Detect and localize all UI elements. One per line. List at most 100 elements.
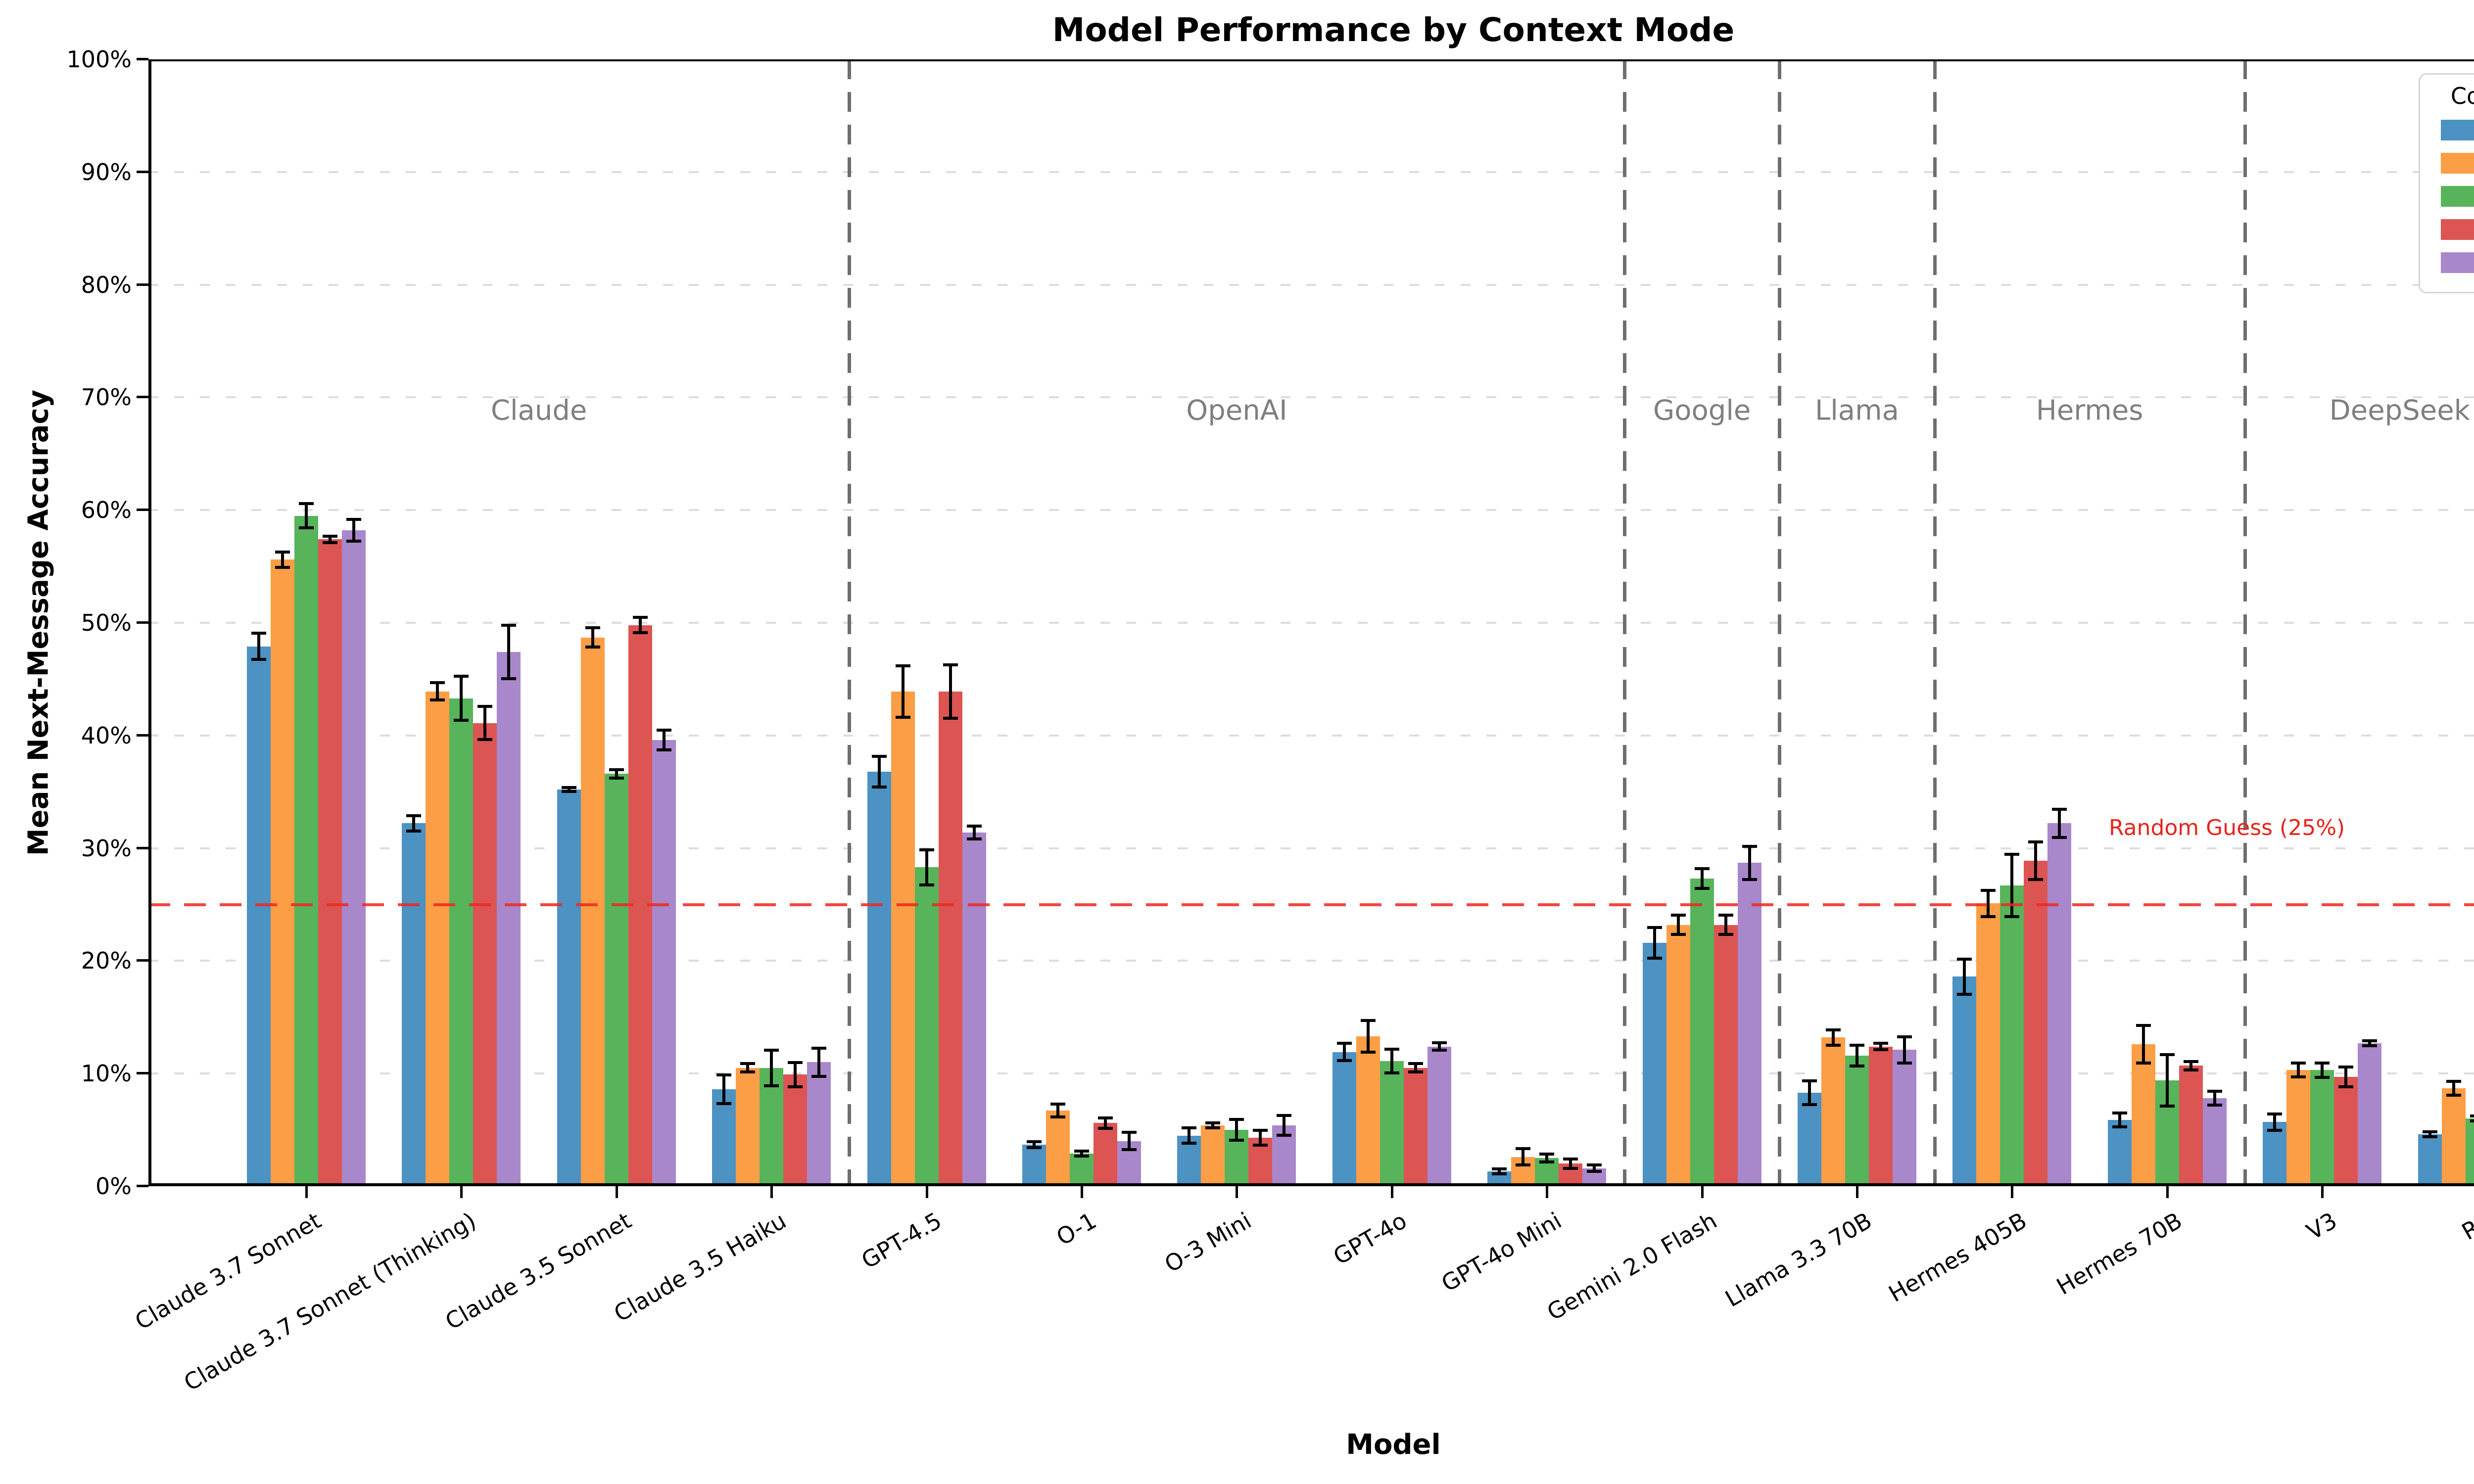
bar [342,530,366,1186]
error-bar-cap-bottom [1277,1133,1292,1137]
error-bar-cap-bottom [1408,1070,1423,1074]
error-bar-cap-top [1360,1019,1376,1022]
x-tick-label: GPT-4.5 [856,1207,946,1274]
error-bar [2112,1111,2127,1128]
error-bar-cap-top [454,674,469,678]
error-bar-cap-top [609,768,624,771]
left-spine [148,59,151,1186]
vendor-separator [1933,59,1937,1186]
bar [2024,860,2048,1186]
legend: Context Mode No Context 50 Raw 50 Summary 1… [2419,73,2474,293]
bar [1893,1050,1916,1186]
error-bar-cap-bottom [1050,1115,1065,1119]
error-bar-cap-bottom [1516,1163,1531,1167]
error-bar-cap-bottom [251,658,266,661]
vendor-group-label: OpenAI [1186,394,1287,427]
error-bar-stem [1676,913,1680,936]
x-tick [2321,1186,2324,1198]
x-tick [1546,1186,1549,1198]
gridline [148,734,2474,737]
bar [497,652,521,1186]
vendor-separator [2243,59,2247,1186]
y-tick [137,170,148,173]
error-bar-cap-bottom [1742,878,1757,881]
error-bar-cap-top [501,624,517,627]
error-bar-stem [436,681,439,702]
bar [2441,1088,2466,1186]
error-bar-cap-bottom [716,1102,732,1105]
error-bar [1850,1043,1864,1067]
error-bar-stem [591,626,594,649]
y-tick-label: 50% [81,609,132,636]
bar [1798,1092,1821,1186]
error-bar-stem [1283,1114,1286,1137]
y-tick [137,959,148,962]
error-bar-cap-bottom [1718,933,1733,936]
error-bar [1384,1047,1399,1075]
error-bar-cap-bottom [1229,1139,1244,1142]
error-bar-cap-bottom [2267,1128,2283,1132]
bar [1737,863,1761,1186]
bar [1845,1055,1869,1186]
error-bar-cap-top [1850,1043,1864,1047]
error-bar-cap-bottom [740,1070,756,1074]
legend-title: Context Mode [2450,83,2474,109]
error-bar-cap-top [1742,844,1757,848]
error-bar [788,1061,803,1088]
error-bar-stem [352,518,355,543]
error-bar-cap-top [740,1062,756,1066]
bar [426,691,450,1186]
error-bar-cap-bottom [1492,1172,1507,1176]
bar [867,771,891,1186]
error-bar-cap-bottom [346,540,361,543]
bar [1046,1111,1070,1186]
vendor-separator [847,59,851,1186]
error-bar-stem [2273,1112,2277,1132]
error-bar-cap-bottom [2183,1068,2198,1071]
x-tick [615,1186,618,1198]
error-bar-cap-top [251,632,266,635]
error-bar [1670,913,1686,936]
bar [2358,1043,2382,1186]
error-bar-cap-top [2362,1039,2378,1042]
error-bar-stem [638,616,642,634]
error-bar [656,729,671,751]
error-bar [1492,1167,1507,1176]
error-bar-cap-top [632,616,648,619]
legend-swatch [2441,252,2474,273]
error-bar [585,626,600,649]
error-bar [1563,1157,1578,1170]
error-bar [1050,1103,1065,1119]
x-tick [770,1186,773,1198]
bar [2418,1134,2442,1186]
error-bar-cap-bottom [1431,1048,1447,1052]
error-bar [1253,1128,1268,1147]
error-bar [299,502,314,529]
vendor-separator [1778,59,1782,1186]
vendor-group-label: Llama [1815,394,1899,427]
error-bar-stem [1104,1116,1107,1130]
bar [1022,1144,1046,1186]
error-bar-cap-top [2315,1061,2330,1065]
error-bar-cap-top [1670,913,1686,917]
legend-item: No Context [2441,117,2474,142]
error-bar-stem [1700,867,1704,890]
x-tick [1701,1186,1704,1198]
error-bar-cap-bottom [275,565,290,569]
bar [652,740,676,1186]
error-bar-stem [1522,1147,1525,1167]
error-bar-stem [1235,1118,1238,1142]
gridline [148,171,2474,173]
vendor-separator [1622,59,1626,1186]
top-spine [148,59,2474,61]
error-bar-stem [770,1049,773,1087]
bar [2131,1044,2155,1186]
bar [557,789,581,1186]
error-bar-cap-bottom [323,541,337,544]
x-tick-label: Claude 3.7 Sonnet (Thinking) [179,1207,481,1396]
bottom-spine [148,1183,2474,1186]
error-bar-cap-top [1587,1163,1602,1167]
error-bar-stem [662,729,666,751]
y-tick-label: 60% [81,497,132,524]
error-bar [740,1062,756,1074]
